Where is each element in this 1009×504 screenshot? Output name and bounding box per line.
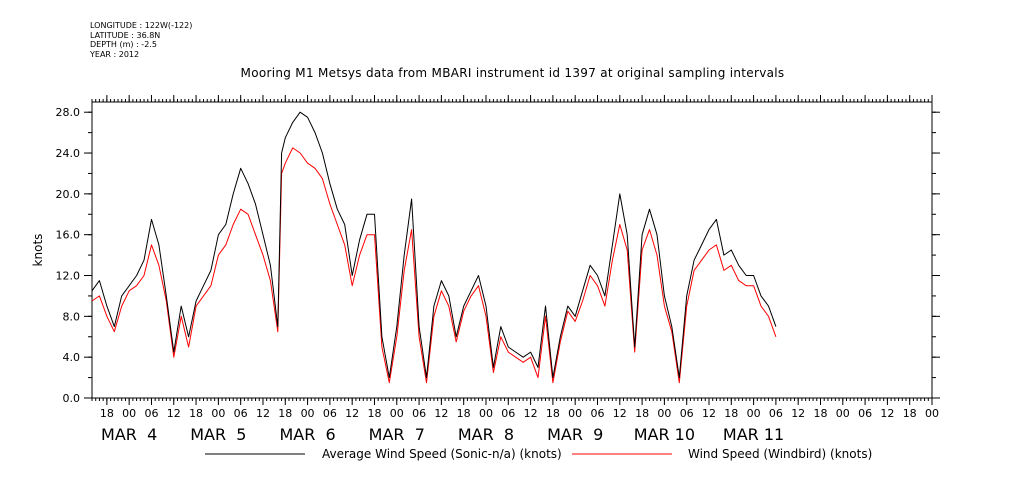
x-hour-label: 18 bbox=[278, 407, 292, 420]
depth-label: DEPTH (m) : -2.5 bbox=[90, 40, 157, 49]
x-hour-label: 18 bbox=[635, 407, 649, 420]
series-line-windbird bbox=[91, 147, 777, 384]
y-tick-label: 16.0 bbox=[56, 229, 81, 242]
x-hour-label: 06 bbox=[769, 407, 783, 420]
x-hour-label: 18 bbox=[189, 407, 203, 420]
legend-label-windbird: Wind Speed (Windbird) (knots) bbox=[688, 447, 872, 461]
x-hour-label: 06 bbox=[858, 407, 872, 420]
x-hour-label: 06 bbox=[144, 407, 158, 420]
x-hour-label: 00 bbox=[390, 407, 404, 420]
x-hour-label: 12 bbox=[167, 407, 181, 420]
legend: Average Wind Speed (Sonic-n/a) (knots) W… bbox=[205, 447, 872, 461]
x-hour-label: 00 bbox=[925, 407, 939, 420]
legend-label-avg: Average Wind Speed (Sonic-n/a) (knots) bbox=[322, 447, 562, 461]
x-hour-label: 06 bbox=[590, 407, 604, 420]
y-tick-label: 4.0 bbox=[63, 351, 81, 364]
y-tick-label: 0.0 bbox=[63, 392, 81, 405]
x-hour-label: 06 bbox=[234, 407, 248, 420]
x-hour-label: 12 bbox=[880, 407, 894, 420]
y-tick-label: 24.0 bbox=[56, 147, 81, 160]
chart-title: Mooring M1 Metsys data from MBARI instru… bbox=[240, 66, 785, 80]
x-day-label: MAR 10 bbox=[634, 425, 695, 444]
plot-frame bbox=[91, 101, 933, 399]
x-hour-label: 18 bbox=[100, 407, 114, 420]
latitude-label: LATITUDE : 36.8N bbox=[90, 30, 161, 40]
x-hour-label: 00 bbox=[657, 407, 671, 420]
x-day-label: MAR 8 bbox=[458, 425, 514, 444]
x-day-label: MAR 7 bbox=[369, 425, 425, 444]
series-line-average bbox=[91, 111, 777, 379]
y-tick-label: 12.0 bbox=[56, 270, 81, 283]
x-day-label: MAR 9 bbox=[547, 425, 603, 444]
x-hour-label: 00 bbox=[122, 407, 136, 420]
year-label: YEAR : 2012 bbox=[90, 49, 140, 59]
x-day-label: MAR 11 bbox=[723, 425, 784, 444]
x-hour-label: 18 bbox=[813, 407, 827, 420]
x-hour-label: 00 bbox=[211, 407, 225, 420]
x-hour-label: 12 bbox=[524, 407, 538, 420]
x-hour-label: 06 bbox=[501, 407, 515, 420]
x-hour-label: 18 bbox=[724, 407, 738, 420]
x-hour-label: 12 bbox=[613, 407, 627, 420]
x-hour-label: 12 bbox=[256, 407, 270, 420]
x-hour-label: 06 bbox=[680, 407, 694, 420]
x-hour-label: 18 bbox=[367, 407, 381, 420]
x-hour-label: 00 bbox=[836, 407, 850, 420]
x-hour-label: 06 bbox=[323, 407, 337, 420]
y-tick-label: 28.0 bbox=[56, 106, 81, 119]
longitude-label: LONGITUDE : 122W(-122) bbox=[90, 21, 193, 30]
x-day-label: MAR 4 bbox=[101, 425, 157, 444]
y-tick-label: 8.0 bbox=[63, 310, 81, 323]
metadata-block: LONGITUDE : 122W(-122) LATITUDE : 36.8N … bbox=[90, 21, 192, 59]
x-hour-label: 00 bbox=[301, 407, 315, 420]
x-hour-label: 00 bbox=[568, 407, 582, 420]
plot-axes: 0.0 4.0 8.0 12.0 16.0 20.0 24.0 28.0 knots 18 00 06… bbox=[31, 95, 940, 444]
x-hour-label: 12 bbox=[345, 407, 359, 420]
x-hour-label: 12 bbox=[791, 407, 805, 420]
x-day-label: MAR 6 bbox=[279, 425, 335, 444]
x-hour-label: 18 bbox=[457, 407, 471, 420]
x-hour-label: 12 bbox=[434, 407, 448, 420]
x-hour-label: 00 bbox=[747, 407, 761, 420]
x-hour-label: 18 bbox=[903, 407, 917, 420]
y-axis-label: knots bbox=[31, 234, 45, 267]
x-hour-label: 12 bbox=[702, 407, 716, 420]
x-hour-label: 18 bbox=[546, 407, 560, 420]
x-hour-label: 06 bbox=[412, 407, 426, 420]
x-day-label: MAR 5 bbox=[190, 425, 246, 444]
series-lines bbox=[91, 111, 777, 384]
y-tick-label: 20.0 bbox=[56, 188, 81, 201]
x-hour-label: 00 bbox=[479, 407, 493, 420]
